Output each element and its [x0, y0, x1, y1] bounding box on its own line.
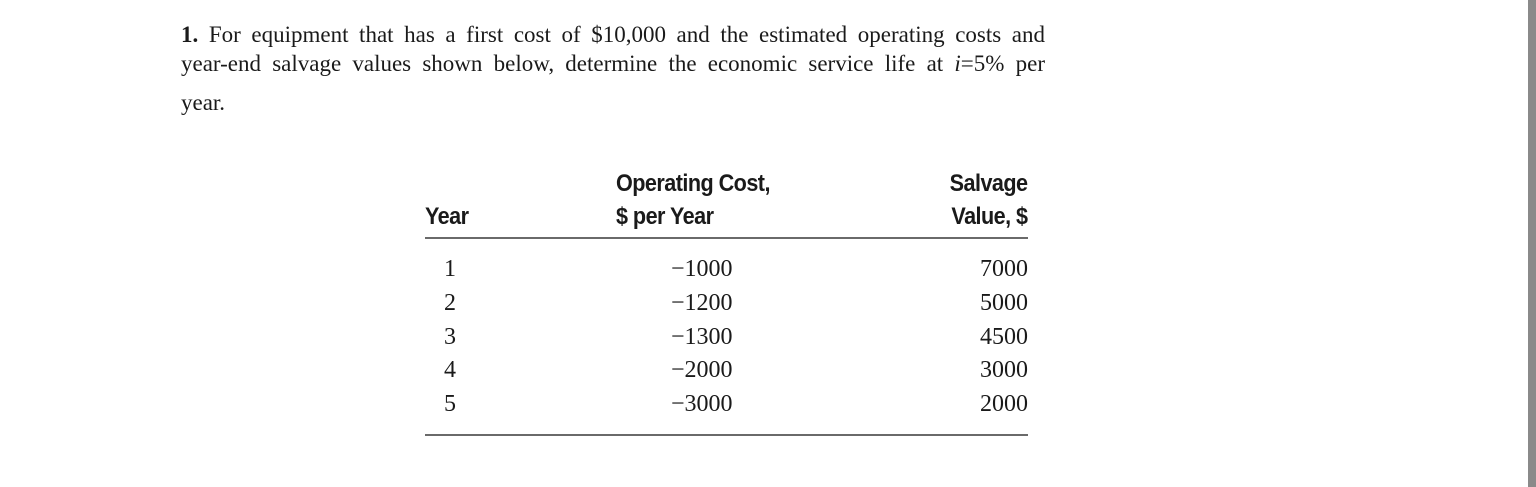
scrollbar-edge[interactable] [1528, 0, 1536, 487]
header-operating-line-1: Operating Cost, [616, 170, 770, 197]
operating-cost-cell: −1300 [671, 323, 733, 350]
operating-cost-cell: −1200 [671, 289, 733, 316]
salvage-value-cell: 3000 [980, 357, 1028, 384]
operating-cost-column: −1000 −1200 −1300 −2000 −3000 [671, 253, 733, 422]
year-cell: 3 [444, 323, 456, 350]
year-cell: 4 [444, 357, 456, 384]
year-cell: 1 [444, 256, 456, 282]
header-rule [425, 237, 1028, 239]
operating-cost-cell: −3000 [671, 391, 733, 418]
salvage-value-cell: 4500 [980, 323, 1028, 350]
header-operating-line-2: $ per Year [616, 203, 714, 230]
problem-line-3: year. [181, 90, 226, 115]
bottom-rule [425, 434, 1028, 436]
problem-text-2a: year-end salvage values shown below, det… [181, 51, 955, 76]
header-operating-cost: Operating Cost, $ per Year [616, 167, 770, 233]
problem-number: 1. [181, 22, 199, 47]
problem-line-2: year-end salvage values shown below, det… [181, 49, 1045, 78]
problem-text-2b: =5% per [960, 51, 1045, 76]
header-salvage-value: Salvage Value, $ [950, 167, 1028, 233]
problem-text-1: For equipment that has a first cost of $… [198, 22, 1045, 47]
year-column: 1 2 3 4 5 [444, 253, 456, 422]
problem-line-1: 1. For equipment that has a first cost o… [181, 20, 1045, 49]
operating-cost-cell: −1000 [671, 256, 733, 282]
salvage-value-column: 7000 5000 4500 3000 2000 [928, 253, 1028, 422]
interest-variable: i [954, 51, 961, 76]
cost-salvage-table: Year Operating Cost, $ per Year Salvage … [425, 166, 1029, 438]
salvage-value-cell: 2000 [980, 391, 1028, 418]
problem-statement: 1. For equipment that has a first cost o… [181, 20, 1045, 117]
header-year: Year [425, 200, 469, 233]
year-cell: 2 [444, 289, 456, 316]
salvage-value-cell: 7000 [980, 256, 1028, 282]
operating-cost-cell: −2000 [671, 357, 733, 384]
year-cell: 5 [444, 391, 456, 418]
header-salvage-line-2: Value, $ [951, 203, 1029, 230]
salvage-value-cell: 5000 [980, 289, 1028, 316]
header-salvage-line-1: Salvage [950, 170, 1028, 197]
header-year-label: Year [425, 203, 469, 230]
